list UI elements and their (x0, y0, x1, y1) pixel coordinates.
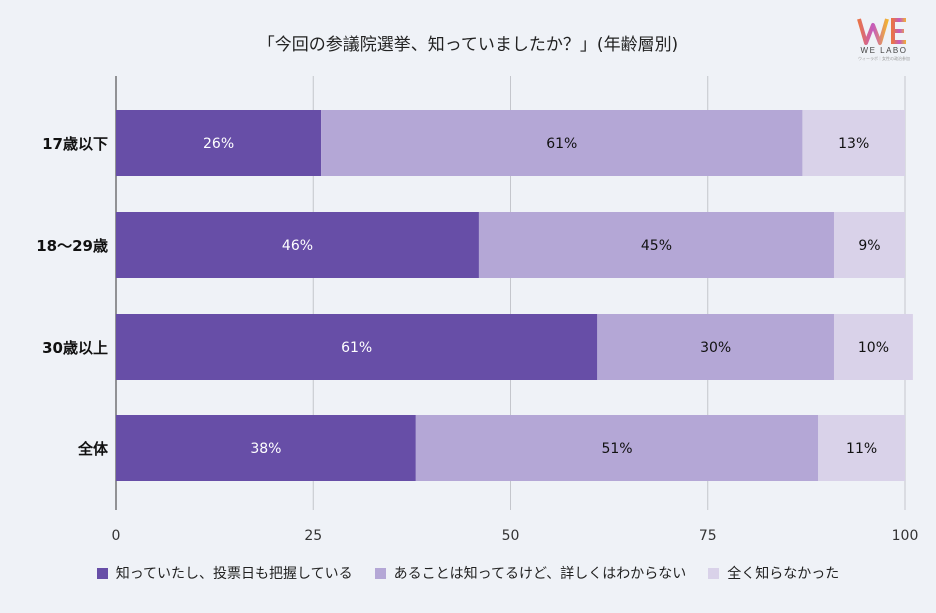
legend-item: あることは知ってるけど、詳しくはわからない (374, 563, 687, 583)
bar-segment (116, 212, 479, 278)
legend-swatch (374, 567, 386, 579)
legend-label: 全く知らなかった (727, 566, 840, 582)
legend-label: 知っていたし、投票日も把握している (115, 566, 353, 582)
legend-item: 知っていたし、投票日も把握している (96, 563, 353, 583)
bar-segment (818, 415, 905, 481)
category-label: 17歳以下 (42, 135, 108, 153)
data-label: 13% (838, 136, 869, 152)
bar-segment (116, 314, 598, 380)
chart-legend: 知っていたし、投票日も把握している あることは知ってるけど、詳しくはわからない 全く… (0, 563, 936, 583)
data-label: 46% (282, 238, 313, 254)
x-tick-label: 25 (304, 528, 322, 544)
data-label: 10% (858, 340, 889, 356)
chart-title: 「今回の参議院選挙、知っていましたか？」(年齢層別) (257, 35, 679, 55)
data-label: 11% (846, 441, 877, 457)
bar-segment (802, 110, 905, 176)
bar-segment (597, 314, 834, 380)
category-label: 18〜29歳 (36, 237, 108, 255)
x-tick-label: 50 (502, 528, 520, 544)
x-tick-label: 75 (699, 528, 717, 544)
bar-segment (116, 110, 322, 176)
legend-label: あることは知ってるけど、詳しくはわからない (393, 566, 687, 582)
data-label: 51% (601, 441, 632, 457)
data-label: 61% (546, 136, 577, 152)
we-logo-icon (857, 18, 906, 45)
bar-segment (833, 314, 913, 380)
bar-segment (116, 415, 416, 481)
logo-brand-text: WE LABO (860, 46, 908, 55)
bar-segment (321, 110, 803, 176)
we-labo-logo: WE LABO ウィーラボ｜女性の政治参加 (852, 16, 916, 61)
data-label: 26% (203, 136, 234, 152)
data-label: 45% (641, 238, 672, 254)
bar-segment (478, 212, 834, 278)
logo-tagline: ウィーラボ｜女性の政治参加 (858, 56, 910, 61)
category-label: 30歳以上 (42, 339, 108, 357)
legend-swatch (708, 567, 720, 579)
data-label: 61% (341, 340, 372, 356)
bar-segment (833, 212, 905, 278)
x-tick-label: 100 (892, 528, 919, 544)
data-label: 9% (858, 238, 880, 254)
x-tick-label: 0 (112, 528, 121, 544)
data-label: 30% (700, 340, 731, 356)
category-label: 全体 (77, 440, 109, 458)
data-label: 38% (250, 441, 281, 457)
legend-swatch (96, 567, 108, 579)
legend-item: 全く知らなかった (708, 563, 839, 583)
bar-segment (415, 415, 819, 481)
